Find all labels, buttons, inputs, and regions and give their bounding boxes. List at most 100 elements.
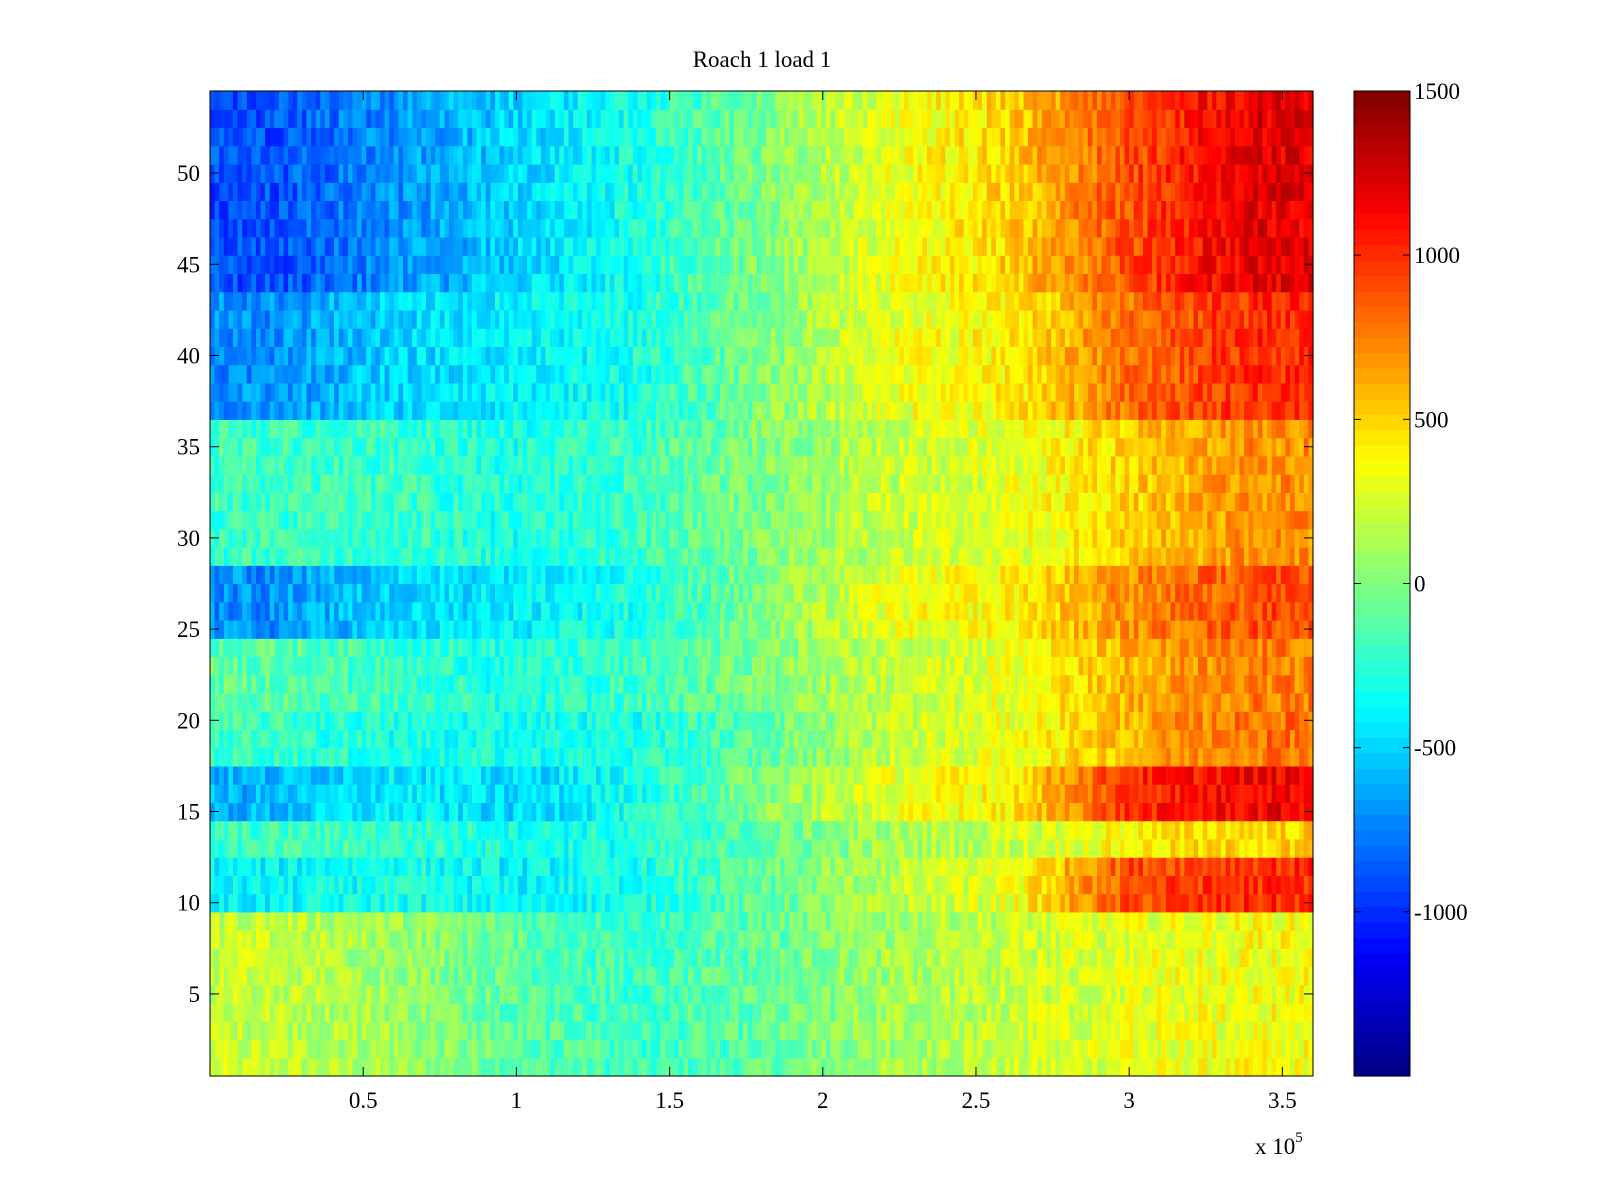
- heatmap-cell: [802, 857, 809, 876]
- heatmap-cell: [462, 820, 468, 840]
- heatmap-cell: [352, 984, 358, 1004]
- heatmap-cell: [1060, 930, 1066, 949]
- heatmap-cell: [320, 875, 326, 895]
- heatmap-cell: [623, 692, 629, 712]
- heatmap-cell: [1060, 802, 1066, 822]
- heatmap-cell: [1239, 711, 1245, 731]
- heatmap-cell: [715, 692, 721, 712]
- heatmap-cell: [710, 784, 717, 803]
- heatmap-cell: [963, 984, 969, 1004]
- heatmap-cell: [494, 911, 501, 931]
- heatmap-cell: [871, 1057, 877, 1077]
- heatmap-cell: [265, 784, 271, 803]
- heatmap-cell: [642, 875, 648, 895]
- heatmap-cell: [991, 838, 997, 858]
- heatmap-cell: [715, 1021, 721, 1041]
- heatmap-cell: [343, 802, 349, 822]
- heatmap-cell: [596, 820, 602, 840]
- heatmap-cell: [283, 1021, 289, 1041]
- heatmap-cell: [426, 1003, 432, 1022]
- heatmap-cell: [899, 820, 905, 840]
- heatmap-cell: [210, 729, 216, 749]
- heatmap-cell: [743, 1057, 749, 1077]
- heatmap-cell: [430, 692, 436, 712]
- heatmap-cell: [917, 966, 923, 986]
- heatmap-cell: [816, 1039, 822, 1059]
- heatmap-cell: [329, 1039, 335, 1059]
- heatmap-cell: [1000, 802, 1006, 822]
- heatmap-cell: [903, 1057, 910, 1077]
- heatmap-cell: [1152, 1021, 1158, 1041]
- heatmap-cell: [1009, 966, 1015, 986]
- heatmap-cell: [1299, 747, 1305, 767]
- heatmap-cell: [871, 875, 877, 895]
- heatmap-cell: [1193, 729, 1199, 749]
- heatmap-cell: [986, 1039, 992, 1059]
- heatmap-cell: [292, 1021, 298, 1041]
- heatmap-cell: [789, 784, 795, 803]
- heatmap-cell: [1290, 765, 1296, 785]
- heatmap-cell: [623, 802, 629, 822]
- heatmap-cell: [678, 911, 684, 931]
- heatmap-cell: [338, 893, 344, 913]
- heatmap-cell: [922, 747, 928, 767]
- heatmap-cell: [361, 857, 367, 876]
- heatmap-cell: [1005, 893, 1011, 913]
- heatmap-cell: [701, 857, 707, 876]
- heatmap-cell: [894, 729, 900, 749]
- heatmap-cell: [361, 784, 367, 803]
- heatmap-cell: [540, 857, 547, 876]
- heatmap-cell: [1234, 802, 1241, 822]
- heatmap-cell: [1018, 911, 1025, 931]
- heatmap-cell: [274, 1003, 280, 1022]
- heatmap-cell: [347, 966, 354, 986]
- heatmap-cell: [573, 1039, 579, 1059]
- heatmap-cell: [430, 802, 436, 822]
- heatmap-cell: [968, 948, 974, 968]
- heatmap-cell: [853, 729, 859, 749]
- heatmap-cell: [582, 1057, 588, 1077]
- heatmap-cell: [1276, 747, 1282, 767]
- heatmap-cell: [577, 875, 583, 895]
- heatmap-cell: [1308, 911, 1314, 931]
- heatmap-cell: [1041, 1003, 1048, 1022]
- heatmap-cell: [536, 729, 542, 749]
- heatmap-cell: [426, 747, 432, 767]
- heatmap-cell: [619, 729, 625, 749]
- heatmap-cell: [729, 1003, 735, 1022]
- heatmap-cell: [1028, 747, 1034, 767]
- heatmap-cell: [678, 966, 684, 986]
- heatmap-cell: [913, 729, 919, 749]
- heatmap-cell: [380, 911, 386, 931]
- heatmap-cell: [756, 729, 763, 749]
- heatmap-cell: [1078, 1021, 1084, 1041]
- heatmap-cell: [582, 911, 588, 931]
- heatmap-cell: [1198, 966, 1204, 986]
- heatmap-cell: [297, 875, 303, 895]
- heatmap-cell: [1064, 729, 1071, 749]
- heatmap-cell: [945, 893, 951, 913]
- heatmap-cell: [600, 966, 606, 986]
- heatmap-cell: [1051, 838, 1057, 858]
- heatmap-cell: [568, 948, 574, 968]
- heatmap-cell: [770, 729, 776, 749]
- heatmap-cell: [775, 875, 781, 895]
- heatmap-cell: [1078, 911, 1084, 931]
- heatmap-cell: [577, 692, 583, 712]
- heatmap-cell: [669, 875, 675, 895]
- heatmap-cell: [430, 966, 436, 986]
- heatmap-cell: [1152, 911, 1158, 931]
- heatmap-cell: [1097, 1039, 1103, 1059]
- heatmap-cell: [871, 893, 877, 913]
- heatmap-cell: [715, 966, 721, 986]
- heatmap-cell: [1188, 857, 1195, 876]
- heatmap-cell: [605, 692, 611, 712]
- heatmap-cell: [770, 765, 776, 785]
- heatmap-cell: [311, 784, 317, 803]
- heatmap-cell: [1225, 820, 1231, 840]
- heatmap-cell: [1060, 893, 1066, 913]
- heatmap-cell: [623, 875, 629, 895]
- heatmap-cell: [678, 1039, 684, 1059]
- heatmap-cell: [885, 948, 891, 968]
- heatmap-cell: [1083, 857, 1089, 876]
